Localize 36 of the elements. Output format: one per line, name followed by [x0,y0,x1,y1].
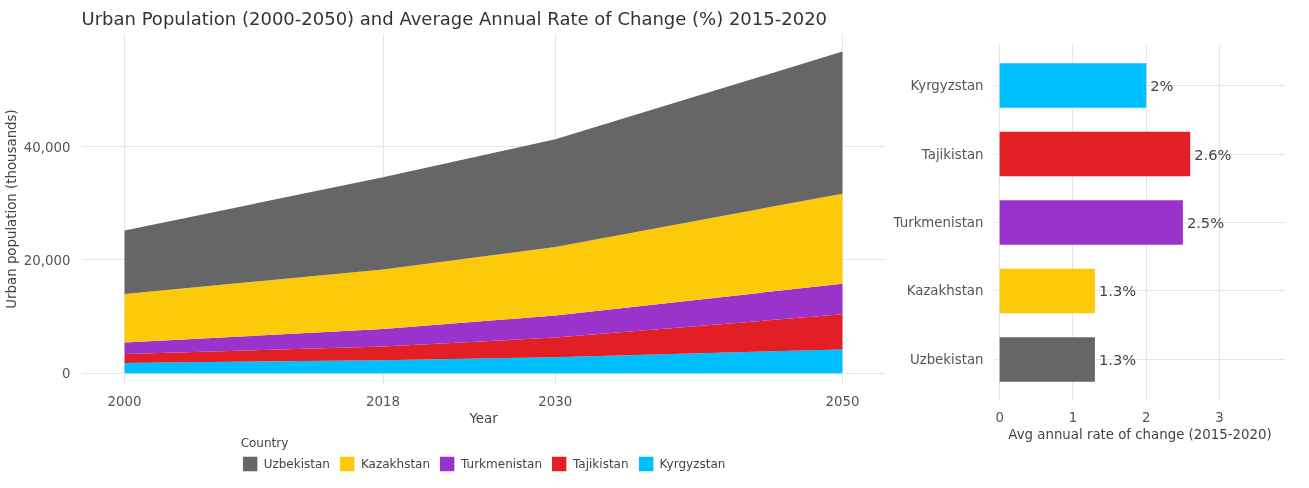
legend-label: Tajikistan [573,455,629,473]
y-tick-label: Tajikistan [920,146,984,162]
x-axis-title: Avg annual rate of change (2015-2020) [1008,426,1272,442]
x-tick-label: 2018 [366,393,400,409]
x-tick-label: 1 [1068,409,1078,425]
bar [999,200,1183,245]
y-tick-label: Uzbekistan [909,351,984,367]
chart-title: Urban Population (2000-2050) and Average Annual Rate of Change (%) 2015-2020 [81,7,828,29]
x-tick-label: 0 [995,409,1004,425]
data-label: 2% [1150,77,1174,95]
y-tick-label: 20,000 [23,252,71,268]
x-tick-label: 2030 [538,393,573,409]
legend-title: Country [240,435,290,450]
y-tick-label: Kyrgyzstan [910,78,984,94]
bar [999,63,1147,108]
legend-label: Kazakhstan [360,455,431,473]
x-tick-label: 3 [1215,409,1224,425]
data-label: 1.3% [1098,282,1137,300]
x-tick-label: 2 [1141,409,1151,425]
legend-label: Uzbekistan [263,455,330,473]
data-label: 1.3% [1098,350,1137,368]
bar [999,337,1095,382]
x-tick-label: 2050 [825,393,860,409]
y-axis-title: Urban population (thousands) [3,109,19,309]
bar [999,268,1095,314]
legend-label: Kyrgyzstan [659,455,726,473]
x-tick-label: 2000 [107,393,142,409]
y-tick-label: Kazakhstan [906,283,984,299]
bar [999,131,1191,177]
y-tick-label: 40,000 [23,139,71,155]
legend-label: Turkmenistan [461,455,543,473]
y-tick-label: 0 [62,366,71,382]
y-tick-label: Turkmenistan [892,215,984,230]
x-axis-title: Year [468,410,499,426]
data-label: 2.6% [1194,145,1232,163]
data-label: 2.5% [1186,214,1225,231]
